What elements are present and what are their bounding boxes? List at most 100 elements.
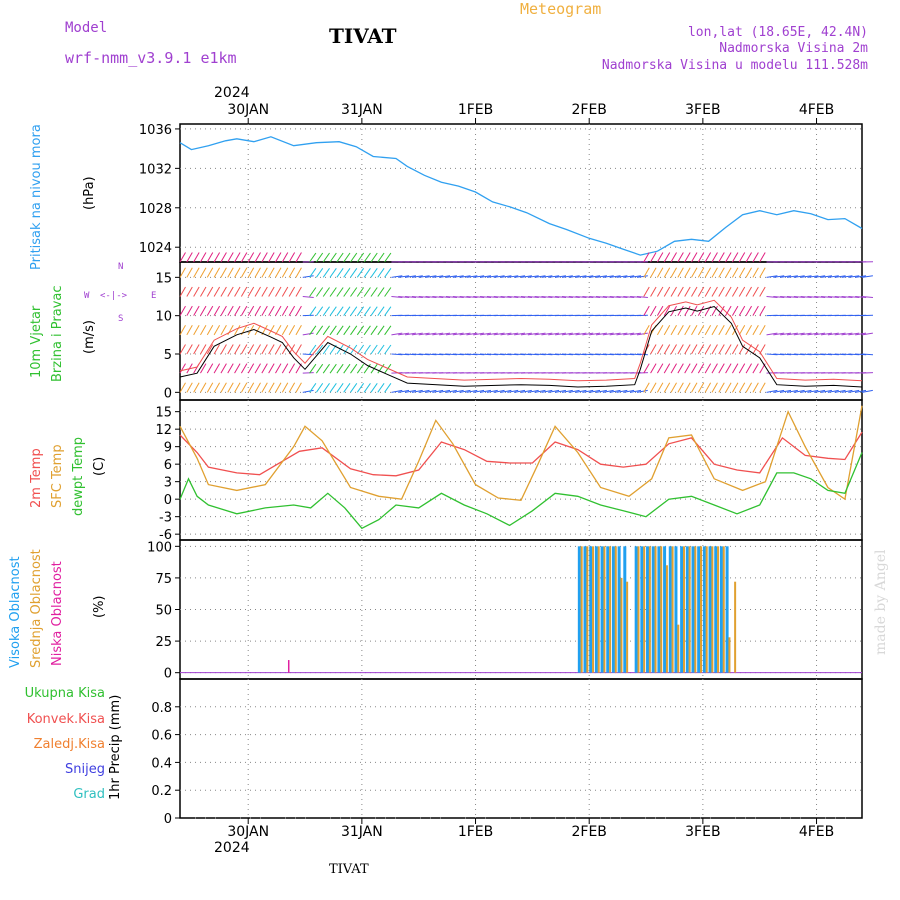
wind-barb (200, 363, 207, 374)
y-tick-label: 0.4 (151, 756, 172, 771)
wind-barb (691, 325, 698, 336)
wind-barb (670, 267, 677, 278)
wind-barb (643, 325, 650, 336)
wind-barb (595, 389, 607, 393)
wind-barb (384, 306, 392, 316)
wind-barb (459, 275, 471, 278)
wind-barb (656, 286, 664, 297)
mid-cloud-bar (603, 546, 606, 673)
wind-barb (486, 332, 498, 336)
wind-barb (731, 363, 739, 374)
wind-barb (200, 267, 207, 278)
mid-cloud-bar (660, 546, 663, 673)
wind-barb (186, 305, 193, 316)
wind-barb (759, 382, 766, 393)
wind-barb (582, 332, 594, 336)
high-cloud-bar (719, 546, 723, 673)
wind-gust-line (179, 299, 863, 382)
wind-compass-icon: <-|-> (100, 291, 128, 301)
wind-barb (391, 296, 403, 298)
wind-barb (827, 389, 839, 393)
wind-barb (227, 363, 234, 374)
date-label-bottom: 3FEB (685, 824, 720, 840)
wind-barb (473, 296, 485, 298)
wind-barb (302, 332, 314, 336)
wind-barb (295, 286, 302, 297)
wind-barb (288, 252, 296, 263)
wind-barb (329, 363, 337, 374)
wind-barb (814, 275, 826, 278)
wind-barb (697, 325, 705, 336)
wind-barb (295, 267, 302, 278)
wind-barb (404, 389, 416, 393)
wind-barb (309, 306, 317, 316)
wind-barb (589, 296, 601, 298)
wind-barb (656, 252, 664, 263)
wind-barb (452, 389, 464, 393)
wind-barb (738, 325, 746, 336)
high-cloud-bar (623, 546, 627, 673)
wind-barb (704, 344, 712, 355)
wind-barb (193, 344, 200, 355)
wind-barb (315, 325, 324, 336)
wind-barb (786, 296, 798, 298)
wind-barb (595, 275, 607, 278)
high-cloud-bar (663, 546, 667, 673)
wind-barb (527, 296, 539, 298)
wind-barb (527, 332, 539, 336)
wind-barb (718, 363, 725, 374)
wind-barb (336, 363, 344, 374)
wind-barb (329, 287, 337, 297)
wind-barb (793, 275, 805, 278)
wind-barb (302, 372, 314, 374)
wind-barb (534, 275, 546, 278)
wind-barb (670, 286, 677, 297)
wind-barb (234, 305, 241, 316)
wind-barb (391, 275, 403, 278)
wind-barb (179, 267, 186, 278)
wind-barb (670, 363, 677, 374)
wind-barb (315, 306, 324, 316)
wind-barb (555, 389, 567, 393)
high-cloud-bar (674, 546, 678, 673)
high-cloud-bar (646, 546, 650, 673)
wind-barb (247, 286, 255, 297)
wind-barb (663, 305, 671, 316)
wind-barb (834, 275, 846, 278)
wind-barb (738, 363, 746, 374)
wind-barb (663, 267, 671, 278)
mid-cloud-bar (626, 581, 629, 673)
wind-barb (848, 332, 860, 336)
wind-barb (281, 344, 289, 355)
wind-barb (350, 363, 358, 374)
legend-zaledj-kisa: Zaledj.Kisa (33, 737, 105, 752)
high-cloud-bar (714, 546, 718, 673)
wind-barb (691, 363, 698, 374)
lonlat: lon,lat (18.65E, 42.4N) (687, 25, 868, 40)
wind-barb (555, 332, 567, 336)
panel-frame-4 (179, 678, 863, 819)
wind-barb (295, 305, 302, 316)
wind-barb (220, 382, 227, 393)
date-label-top: 30JAN (227, 102, 269, 118)
mid-cloud-bar (688, 546, 691, 673)
wind-barb (663, 382, 671, 393)
wind-barb (240, 382, 248, 393)
wind-barb (281, 286, 289, 297)
wind-barb (254, 363, 261, 374)
wind-barb (520, 296, 533, 298)
wind-barb (493, 296, 505, 298)
wind-barb (432, 296, 444, 298)
wind-barb (752, 382, 759, 393)
wind-barb (643, 286, 650, 297)
wind-barb (452, 296, 464, 298)
wind-barb (704, 252, 712, 263)
wind-barb (350, 287, 358, 297)
wind-barb (718, 325, 725, 336)
wind-barb (486, 389, 498, 393)
wind-barb (493, 275, 505, 278)
wind-barb (322, 287, 330, 297)
wind-barb (186, 286, 193, 297)
wind-barb (670, 325, 677, 336)
